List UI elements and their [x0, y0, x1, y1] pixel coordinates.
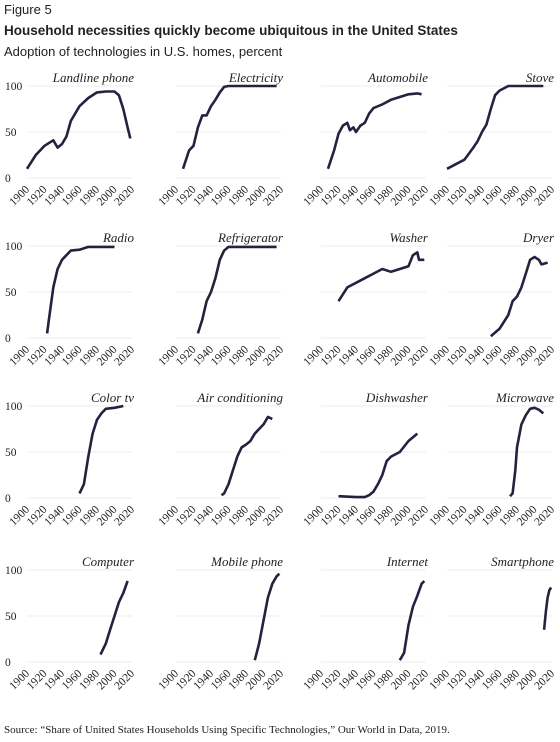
panel-title: Air conditioning	[196, 390, 283, 405]
panel-title: Automobile	[367, 70, 428, 85]
x-tick-label: 2020	[261, 667, 286, 692]
x-tick-label: 2020	[261, 343, 286, 368]
x-tick-label: 2020	[532, 343, 557, 368]
y-tick-label: 50	[5, 447, 17, 459]
data-line	[253, 572, 281, 661]
panel-title: Stove	[526, 70, 554, 85]
panel-title: Dishwasher	[365, 390, 429, 405]
x-tick-label: 2020	[112, 667, 137, 692]
y-tick-label: 0	[5, 333, 11, 345]
panel-title: Color tv	[91, 390, 134, 405]
data-line	[99, 580, 129, 656]
data-line	[489, 255, 548, 338]
x-tick-label: 2020	[532, 183, 557, 208]
y-tick-label: 50	[5, 611, 17, 623]
y-tick-label: 100	[5, 401, 23, 413]
panel-title: Landline phone	[52, 70, 134, 85]
data-line	[220, 415, 273, 497]
data-line	[25, 90, 132, 170]
figure-subtitle: Adoption of technologies in U.S. homes, …	[4, 44, 283, 59]
x-tick-label: 2020	[261, 183, 286, 208]
y-tick-label: 100	[5, 81, 23, 93]
x-tick-label: 2020	[406, 343, 431, 368]
data-line	[78, 404, 124, 494]
y-tick-label: 0	[5, 173, 11, 185]
source-note: Source: “Share of United States Househol…	[4, 724, 450, 736]
panel-title: Radio	[102, 230, 135, 245]
x-tick-label: 2020	[406, 503, 431, 528]
panel-title: Microwave	[495, 390, 554, 405]
data-line	[446, 84, 544, 170]
y-tick-label: 50	[5, 127, 17, 139]
x-tick-label: 2020	[112, 343, 137, 368]
data-line	[509, 406, 545, 498]
x-tick-label: 2020	[112, 183, 137, 208]
data-line	[326, 92, 422, 170]
y-tick-label: 0	[5, 493, 11, 505]
panel-title: Dryer	[522, 230, 555, 245]
x-tick-label: 2020	[532, 667, 557, 692]
y-tick-label: 100	[5, 565, 23, 577]
data-line	[542, 586, 553, 630]
figure-title: Household necessities quickly become ubi…	[4, 23, 458, 38]
data-line	[45, 245, 115, 334]
data-line	[196, 245, 277, 334]
panel-title: Computer	[82, 554, 135, 569]
x-tick-label: 2020	[261, 503, 286, 528]
data-line	[338, 432, 419, 499]
data-line	[181, 84, 277, 170]
data-line	[398, 580, 426, 661]
x-tick-label: 2020	[532, 503, 557, 528]
panel-title: Smartphone	[491, 554, 554, 569]
panel-title: Internet	[386, 554, 429, 569]
x-tick-label: 2020	[112, 503, 137, 528]
data-line	[337, 251, 425, 302]
panel-title: Washer	[389, 230, 428, 245]
y-tick-label: 50	[5, 287, 17, 299]
panel-title: Electricity	[228, 70, 283, 85]
x-tick-label: 2020	[406, 183, 431, 208]
panel-title: Refrigerator	[217, 230, 284, 245]
figure-label: Figure 5	[4, 2, 52, 17]
x-tick-label: 2020	[406, 667, 431, 692]
y-tick-label: 0	[5, 657, 11, 669]
panel-title: Mobile phone	[210, 554, 283, 569]
y-tick-label: 100	[5, 241, 23, 253]
